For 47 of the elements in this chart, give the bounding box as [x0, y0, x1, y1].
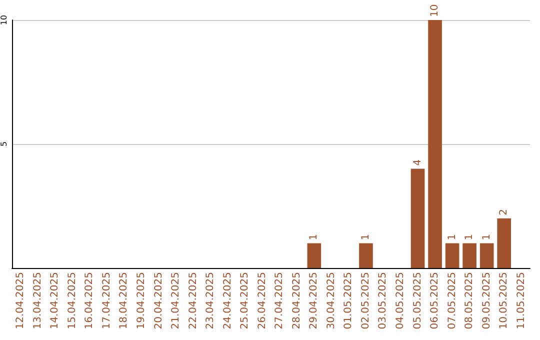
x-tick-label: 26.04.2025	[256, 272, 268, 330]
bar	[428, 20, 442, 268]
x-tick-label: 15.04.2025	[66, 272, 78, 330]
data-label: 1	[481, 234, 492, 240]
x-tick-label: 11.05.2025	[516, 272, 527, 330]
x-tick-label: 01.05.2025	[343, 272, 354, 330]
data-label: 4	[412, 159, 424, 166]
x-tick-label: 30.04.2025	[326, 272, 337, 330]
x-tick-label: 12.04.2025	[15, 272, 26, 330]
x-tick-label: 02.05.2025	[360, 272, 372, 330]
x-tick-label: 24.04.2025	[222, 272, 234, 330]
data-label: 2	[498, 209, 510, 216]
x-tick-label: 20.04.2025	[153, 272, 164, 330]
bar	[497, 218, 512, 268]
bar	[462, 243, 476, 268]
data-label: 1	[446, 234, 458, 240]
x-tick-label: 05.05.2025	[412, 272, 424, 330]
x-tick-label: 10.05.2025	[498, 272, 510, 330]
x-tick-label: 25.04.2025	[240, 272, 251, 330]
x-tick-label: 27.04.2025	[274, 272, 286, 330]
x-tick-label: 09.05.2025	[481, 272, 492, 330]
x-tick-label: 13.04.2025	[32, 272, 44, 330]
x-tick-label: 22.04.2025	[188, 272, 199, 330]
y-tick-label: 5	[0, 141, 8, 147]
x-tick-label: 17.04.2025	[101, 272, 112, 330]
bar	[359, 243, 373, 268]
x-tick-label: 16.04.2025	[84, 272, 96, 330]
x-tick-label: 29.04.2025	[308, 272, 320, 330]
bar	[307, 243, 322, 268]
x-tick-label: 04.05.2025	[395, 272, 406, 330]
x-tick-label: 07.05.2025	[446, 272, 458, 330]
x-tick-label: 19.04.2025	[136, 272, 147, 330]
x-tick-label: 23.04.2025	[205, 272, 216, 330]
data-label: 1	[308, 234, 320, 240]
x-tick-label: 08.05.2025	[464, 272, 476, 330]
data-label: 1	[360, 234, 372, 240]
x-tick-label: 06.05.2025	[430, 272, 441, 330]
x-tick-label: 03.05.2025	[378, 272, 389, 330]
data-label: 10	[430, 4, 441, 17]
x-tick-label: 14.04.2025	[50, 272, 61, 330]
x-tick-label: 18.04.2025	[118, 272, 130, 330]
bar	[445, 243, 460, 268]
bar	[480, 243, 494, 268]
x-tick-label: 28.04.2025	[291, 272, 302, 330]
bar	[410, 168, 425, 268]
x-tick-label: 21.04.2025	[170, 272, 182, 330]
data-label: 1	[464, 234, 476, 240]
